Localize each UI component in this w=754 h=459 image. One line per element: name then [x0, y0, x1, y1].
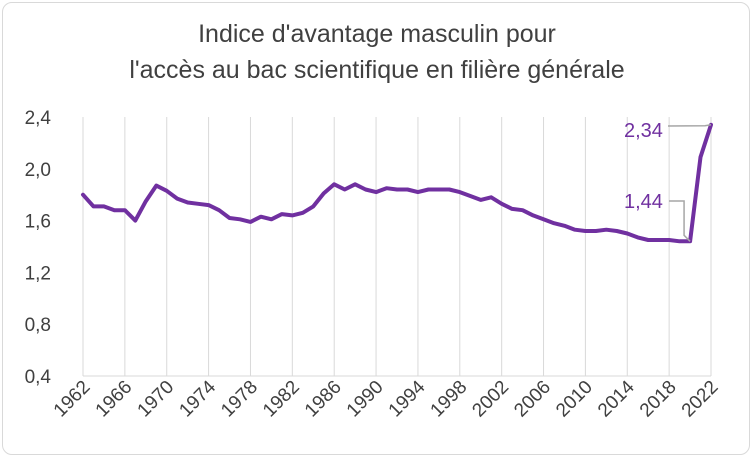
annotation-leader-line — [667, 124, 712, 127]
data-point — [416, 190, 420, 194]
data-label-2022: 2,34 — [624, 120, 663, 142]
data-point — [615, 229, 619, 233]
data-point — [646, 238, 650, 242]
data-point — [426, 187, 430, 192]
data-point — [489, 195, 493, 199]
data-point — [458, 190, 462, 194]
y-tick-label: 1,6 — [25, 212, 51, 233]
data-point — [332, 182, 336, 186]
data-point — [562, 224, 567, 228]
data-point — [343, 187, 347, 192]
data-point — [583, 229, 588, 233]
data-point — [510, 207, 514, 211]
data-point — [468, 194, 472, 198]
data-point — [196, 202, 200, 206]
data-point — [657, 238, 661, 242]
x-tick-label: 1974 — [175, 376, 220, 421]
x-tick-label: 2002 — [468, 377, 513, 422]
data-point — [227, 216, 232, 220]
data-point — [541, 217, 546, 221]
data-point — [248, 220, 253, 224]
data-point — [123, 208, 127, 212]
data-point — [280, 212, 284, 216]
data-label-2020: 1,44 — [624, 191, 663, 213]
x-tick-label: 1994 — [385, 376, 430, 421]
data-point — [667, 238, 671, 242]
x-tick-label: 1998 — [427, 377, 472, 422]
data-point — [154, 184, 158, 188]
x-tick-label: 2022 — [678, 377, 723, 422]
data-point — [238, 217, 242, 221]
data-point — [91, 204, 96, 208]
data-point — [81, 193, 85, 197]
data-point — [384, 186, 389, 190]
x-tick-label: 2014 — [594, 376, 639, 421]
data-point — [698, 155, 703, 159]
data-point — [405, 187, 410, 192]
x-tick-label: 2018 — [636, 377, 681, 422]
y-tick-label: 0,8 — [25, 315, 51, 336]
data-point — [521, 208, 525, 212]
data-point — [636, 235, 640, 240]
chart-title-line-1: Indice d'avantage masculin pour — [198, 20, 556, 48]
chart-title-line-2: l'accès au bac scientifique en filière g… — [129, 56, 625, 84]
data-point — [144, 199, 148, 203]
series-line — [81, 122, 713, 244]
data-point — [269, 217, 273, 221]
y-tick-label: 2,0 — [25, 160, 51, 181]
data-point — [625, 231, 629, 236]
x-tick-label: 1966 — [92, 377, 137, 422]
x-tick-label: 1970 — [134, 377, 179, 422]
data-point — [437, 187, 441, 192]
data-point — [552, 221, 556, 225]
data-point — [479, 198, 483, 202]
data-point — [322, 191, 326, 196]
data-point — [353, 182, 357, 186]
y-tick-label: 0,4 — [25, 367, 52, 388]
data-point — [364, 187, 368, 192]
x-tick-label: 1962 — [50, 377, 95, 422]
data-point — [102, 204, 106, 208]
x-tick-label: 1986 — [301, 377, 346, 422]
data-point — [604, 228, 608, 232]
data-point — [311, 204, 315, 208]
data-point — [217, 208, 221, 212]
y-tick-label: 1,2 — [25, 263, 51, 284]
data-point — [531, 213, 535, 218]
data-point — [207, 203, 211, 207]
data-point — [301, 211, 305, 215]
data-point — [447, 187, 451, 192]
data-point — [594, 229, 598, 233]
x-tick-label: 1978 — [217, 377, 262, 422]
data-point — [573, 228, 577, 232]
data-point — [133, 219, 137, 223]
x-tick-label: 2006 — [510, 377, 555, 422]
x-tick-label: 1990 — [343, 377, 388, 422]
data-point — [186, 200, 190, 205]
data-point — [374, 190, 378, 194]
data-point — [175, 196, 179, 201]
annotation-leader-line — [669, 200, 691, 242]
y-tick-label: 2,4 — [25, 108, 52, 129]
x-tick-label: 1982 — [259, 377, 304, 422]
data-point — [112, 208, 116, 212]
data-point — [500, 202, 504, 206]
x-tick-label: 2010 — [552, 377, 597, 422]
data-point — [259, 215, 263, 219]
data-point — [165, 189, 169, 193]
data-point — [290, 213, 294, 218]
data-point — [678, 239, 682, 243]
data-point — [395, 187, 399, 192]
